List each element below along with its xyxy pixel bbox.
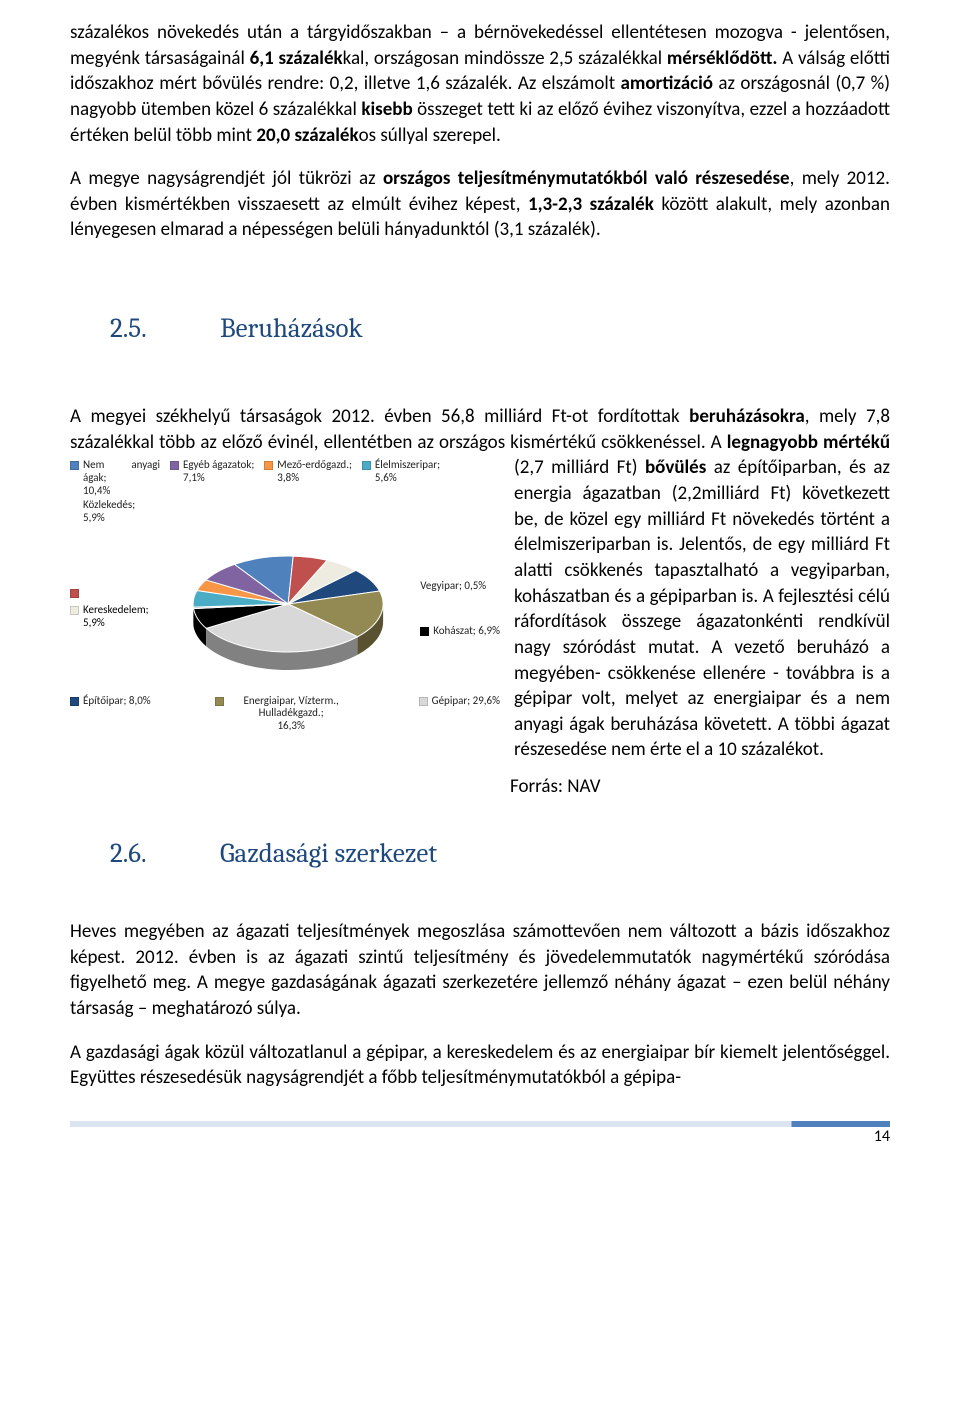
chart-legend-left: Közlekedés; 5,9% Kereskedelem;5,9% xyxy=(70,587,156,629)
bold-text: legnagyobb mértékű xyxy=(727,431,890,454)
source-label: Forrás: NAV xyxy=(510,775,890,798)
investment-block: A megyei székhelyű társaságok 2012. évbe… xyxy=(70,404,890,763)
legend-swatch xyxy=(420,627,429,636)
text: (2,7 milliárd Ft) xyxy=(514,456,645,479)
legend-label: Közlekedés; 5,9% xyxy=(83,499,140,524)
section-number: 2.6. xyxy=(110,838,220,869)
body-paragraph: A gazdasági ágak közül változatlanul a g… xyxy=(70,1040,890,1091)
section-title: Gazdasági szerkezet xyxy=(220,838,437,869)
text: kal, országosan mindössze 2,5 százalékka… xyxy=(343,47,667,70)
legend-swatch xyxy=(264,461,273,470)
legend-swatch xyxy=(362,461,371,470)
legend-label: Mező-erdőgazd.; xyxy=(277,458,352,471)
bold-text: országos teljesítménymutatókból való rés… xyxy=(383,167,790,190)
bold-text: bővülés xyxy=(645,456,706,479)
legend-value: 7,1% xyxy=(183,471,205,484)
pie-chart-investments: Nem anyagi ágak;10,4% Egyéb ágazatok;7,1… xyxy=(70,459,500,732)
pie-chart-svg xyxy=(156,529,420,689)
chart-legend-bottom: Építőipar; 8,0% Energiaipar, Vízterm., H… xyxy=(70,695,500,733)
legend-label: Nem anyagi ágak; xyxy=(83,458,160,484)
legend-swatch xyxy=(70,589,79,598)
legend-value: 3,8% xyxy=(277,471,299,484)
bold-text: amortizáció xyxy=(621,72,713,95)
legend-swatch xyxy=(70,697,79,706)
chart-legend-top: Nem anyagi ágak;10,4% Egyéb ágazatok;7,1… xyxy=(70,459,500,524)
legend-label: Energiaipar, Vízterm., Hulladékgazd.; xyxy=(244,694,339,720)
body-paragraph: Heves megyében az ágazati teljesítmények… xyxy=(70,919,890,1022)
legend-swatch xyxy=(70,461,79,470)
legend-label: Kohászat; 6,9% xyxy=(433,624,500,639)
text: A megye nagyságrendjét jól tükrözi az xyxy=(70,167,383,190)
legend-value: 16,3% xyxy=(277,719,304,732)
page-number: 14 xyxy=(70,1121,890,1146)
bold-text: kisebb xyxy=(361,98,412,121)
bold-text: 6,1 százalék xyxy=(250,47,343,70)
section-title: Beruházások xyxy=(220,313,363,344)
bold-text: mérséklődött. xyxy=(667,47,778,70)
text: os súllyal szerepel. xyxy=(359,124,501,147)
body-paragraph: A megyei székhelyű társaságok 2012. évbe… xyxy=(70,404,890,763)
legend-swatch xyxy=(170,461,179,470)
legend-value: 10,4% xyxy=(83,484,110,497)
text: A megyei székhelyű társaságok 2012. évbe… xyxy=(70,405,689,428)
legend-item: Kohászat; 6,9% xyxy=(420,624,500,639)
section-heading-2-5: 2.5.Beruházások xyxy=(110,313,890,344)
bold-text: 20,0 százalék xyxy=(256,124,358,147)
legend-label: Építőipar; 8,0% xyxy=(83,695,151,708)
legend-value: 5,6% xyxy=(375,471,397,484)
legend-label: Élelmiszeripar; xyxy=(375,458,440,471)
legend-label: Egyéb ágazatok; xyxy=(183,458,254,471)
legend-swatch xyxy=(419,697,428,706)
text: az építőiparban, és az energia ágazatban… xyxy=(514,456,890,761)
body-paragraph: A megye nagyságrendjét jól tükrözi az or… xyxy=(70,166,890,243)
legend-item: Vegyipar; 0,5% xyxy=(420,579,500,594)
body-paragraph: százalékos növekedés után a tárgyidőszak… xyxy=(70,20,890,148)
legend-label: Gépipar; 29,6% xyxy=(432,695,500,708)
legend-swatch xyxy=(215,697,224,706)
bold-text: beruházásokra xyxy=(689,405,805,428)
legend-value: 5,9% xyxy=(83,616,105,629)
legend-label: Vegyipar; 0,5% xyxy=(420,579,486,594)
legend-label: Kereskedelem; xyxy=(83,603,149,616)
section-heading-2-6: 2.6.Gazdasági szerkezet xyxy=(110,838,890,869)
section-number: 2.5. xyxy=(110,313,220,344)
bold-text: 1,3-2,3 százalék xyxy=(528,193,654,216)
legend-swatch xyxy=(70,606,79,615)
